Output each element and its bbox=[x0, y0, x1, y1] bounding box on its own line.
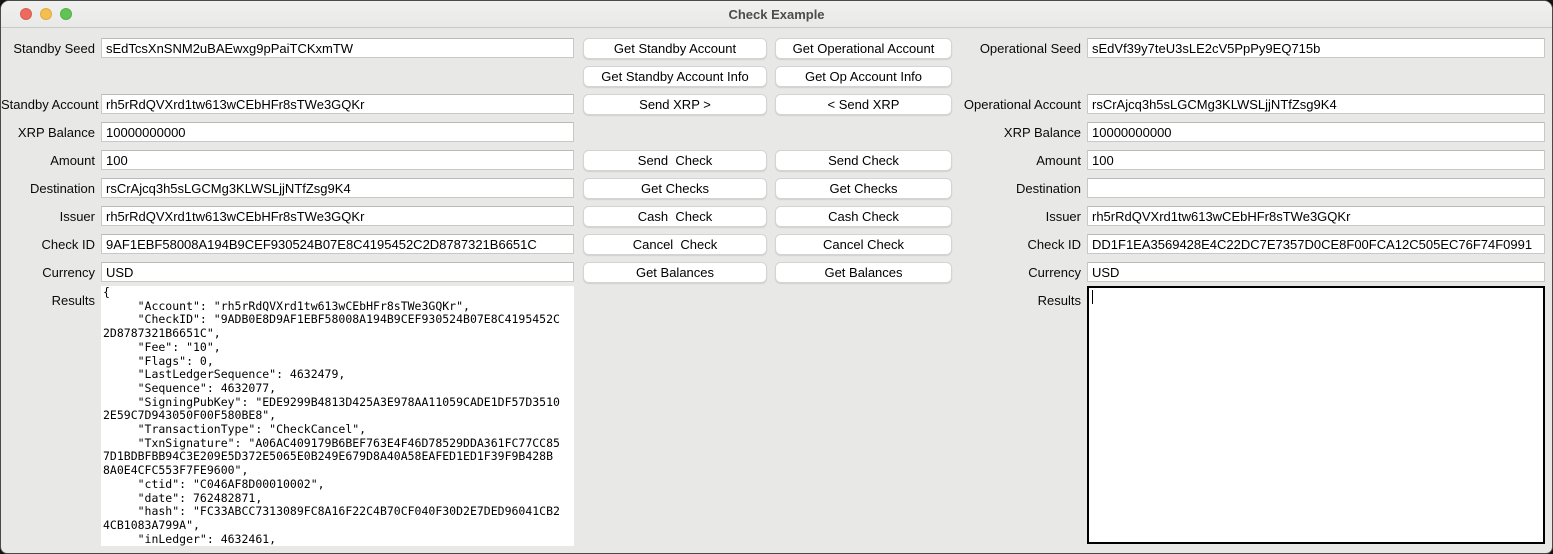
operational-send-check-button[interactable]: Send Check bbox=[775, 149, 952, 171]
standby-account-label: Standby Account bbox=[1, 96, 99, 112]
operational-cancel-check-button[interactable]: Cancel Check bbox=[775, 233, 952, 255]
standby-cash-check-button[interactable]: Cash Check bbox=[583, 205, 767, 227]
operational-issuer-input[interactable] bbox=[1087, 206, 1545, 226]
operational-balance-label: XRP Balance bbox=[1003, 124, 1081, 140]
operational-check-id-label: Check ID bbox=[1027, 236, 1081, 252]
standby-get-balances-button[interactable]: Get Balances bbox=[583, 261, 767, 283]
standby-account-input[interactable] bbox=[101, 94, 574, 114]
standby-amount-label: Amount bbox=[50, 152, 95, 168]
standby-check-id-input[interactable] bbox=[101, 234, 574, 254]
operational-get-balances-button[interactable]: Get Balances bbox=[775, 261, 952, 283]
standby-results-label: Results bbox=[51, 293, 95, 308]
operational-seed-label: Operational Seed bbox=[979, 40, 1081, 56]
operational-cash-check-button[interactable]: Cash Check bbox=[775, 205, 952, 227]
standby-destination-input[interactable] bbox=[101, 178, 574, 198]
standby-currency-label: Currency bbox=[42, 264, 95, 280]
operational-account-input[interactable] bbox=[1087, 94, 1545, 114]
standby-currency-input[interactable] bbox=[101, 262, 574, 282]
close-icon[interactable] bbox=[20, 8, 32, 20]
standby-seed-input[interactable] bbox=[101, 38, 574, 58]
operational-balance-input[interactable] bbox=[1087, 122, 1545, 142]
operational-get-checks-button[interactable]: Get Checks bbox=[775, 177, 952, 199]
send-xrp-left-button[interactable]: < Send XRP bbox=[775, 93, 952, 115]
operational-amount-label: Amount bbox=[1036, 152, 1081, 168]
standby-check-id-label: Check ID bbox=[41, 236, 95, 252]
standby-amount-input[interactable] bbox=[101, 150, 574, 170]
operational-seed-input[interactable] bbox=[1087, 38, 1545, 58]
operational-results-label: Results bbox=[1037, 293, 1081, 308]
operational-check-id-input[interactable] bbox=[1087, 234, 1545, 254]
standby-cancel-check-button[interactable]: Cancel Check bbox=[583, 233, 767, 255]
text-cursor bbox=[1092, 290, 1093, 304]
operational-currency-label: Currency bbox=[1028, 264, 1081, 280]
standby-send-check-button[interactable]: Send Check bbox=[583, 149, 767, 171]
window-title: Check Example bbox=[728, 6, 825, 22]
operational-destination-label: Destination bbox=[1015, 180, 1081, 196]
standby-get-checks-button[interactable]: Get Checks bbox=[583, 177, 767, 199]
standby-destination-label: Destination bbox=[29, 180, 95, 196]
operational-results-text[interactable] bbox=[1087, 286, 1545, 544]
standby-balance-label: XRP Balance bbox=[17, 124, 95, 140]
operational-currency-input[interactable] bbox=[1087, 262, 1545, 282]
standby-seed-label: Standby Seed bbox=[13, 40, 95, 56]
get-standby-account-info-button[interactable]: Get Standby Account Info bbox=[583, 65, 767, 87]
main-content: Standby Seed Get Standby Account Get Ope… bbox=[1, 28, 1552, 553]
standby-balance-input[interactable] bbox=[101, 122, 574, 142]
zoom-icon[interactable] bbox=[60, 8, 72, 20]
traffic-lights bbox=[20, 8, 72, 20]
standby-results-text[interactable]: { "Account": "rh5rRdQVXrd1tw613wCEbHFr8s… bbox=[101, 286, 574, 546]
standby-issuer-input[interactable] bbox=[101, 206, 574, 226]
standby-issuer-label: Issuer bbox=[59, 208, 95, 224]
get-op-account-info-button[interactable]: Get Op Account Info bbox=[775, 65, 952, 87]
get-standby-account-button[interactable]: Get Standby Account bbox=[583, 37, 767, 59]
operational-issuer-label: Issuer bbox=[1045, 208, 1081, 224]
send-xrp-right-button[interactable]: Send XRP > bbox=[583, 93, 767, 115]
operational-account-label: Operational Account bbox=[963, 96, 1081, 112]
title-bar[interactable]: Check Example bbox=[1, 1, 1552, 28]
operational-amount-input[interactable] bbox=[1087, 150, 1545, 170]
get-operational-account-button[interactable]: Get Operational Account bbox=[775, 37, 952, 59]
minimize-icon[interactable] bbox=[40, 8, 52, 20]
operational-destination-input[interactable] bbox=[1087, 178, 1545, 198]
